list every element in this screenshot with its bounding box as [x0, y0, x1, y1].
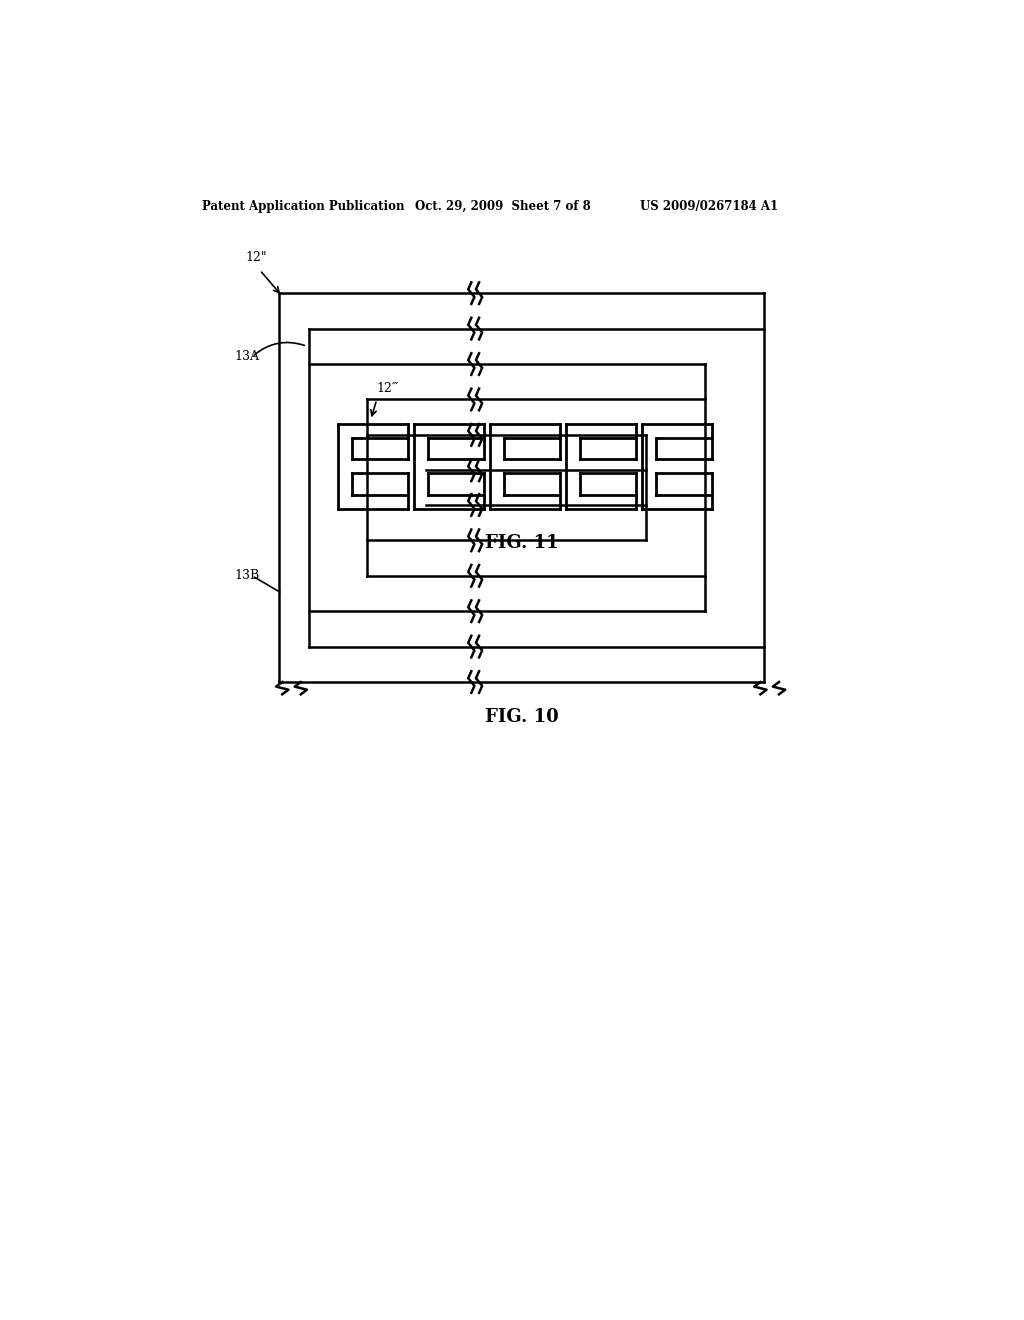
- Text: Patent Application Publication: Patent Application Publication: [202, 199, 404, 213]
- Text: 13A: 13A: [234, 350, 259, 363]
- Text: US 2009/0267184 A1: US 2009/0267184 A1: [640, 199, 777, 213]
- Text: 12": 12": [245, 251, 266, 264]
- Text: 12‴: 12‴: [377, 381, 399, 395]
- Text: 13B: 13B: [234, 569, 259, 582]
- Text: FIG. 10: FIG. 10: [484, 708, 558, 726]
- Text: Oct. 29, 2009  Sheet 7 of 8: Oct. 29, 2009 Sheet 7 of 8: [415, 199, 591, 213]
- Text: FIG. 11: FIG. 11: [485, 535, 558, 552]
